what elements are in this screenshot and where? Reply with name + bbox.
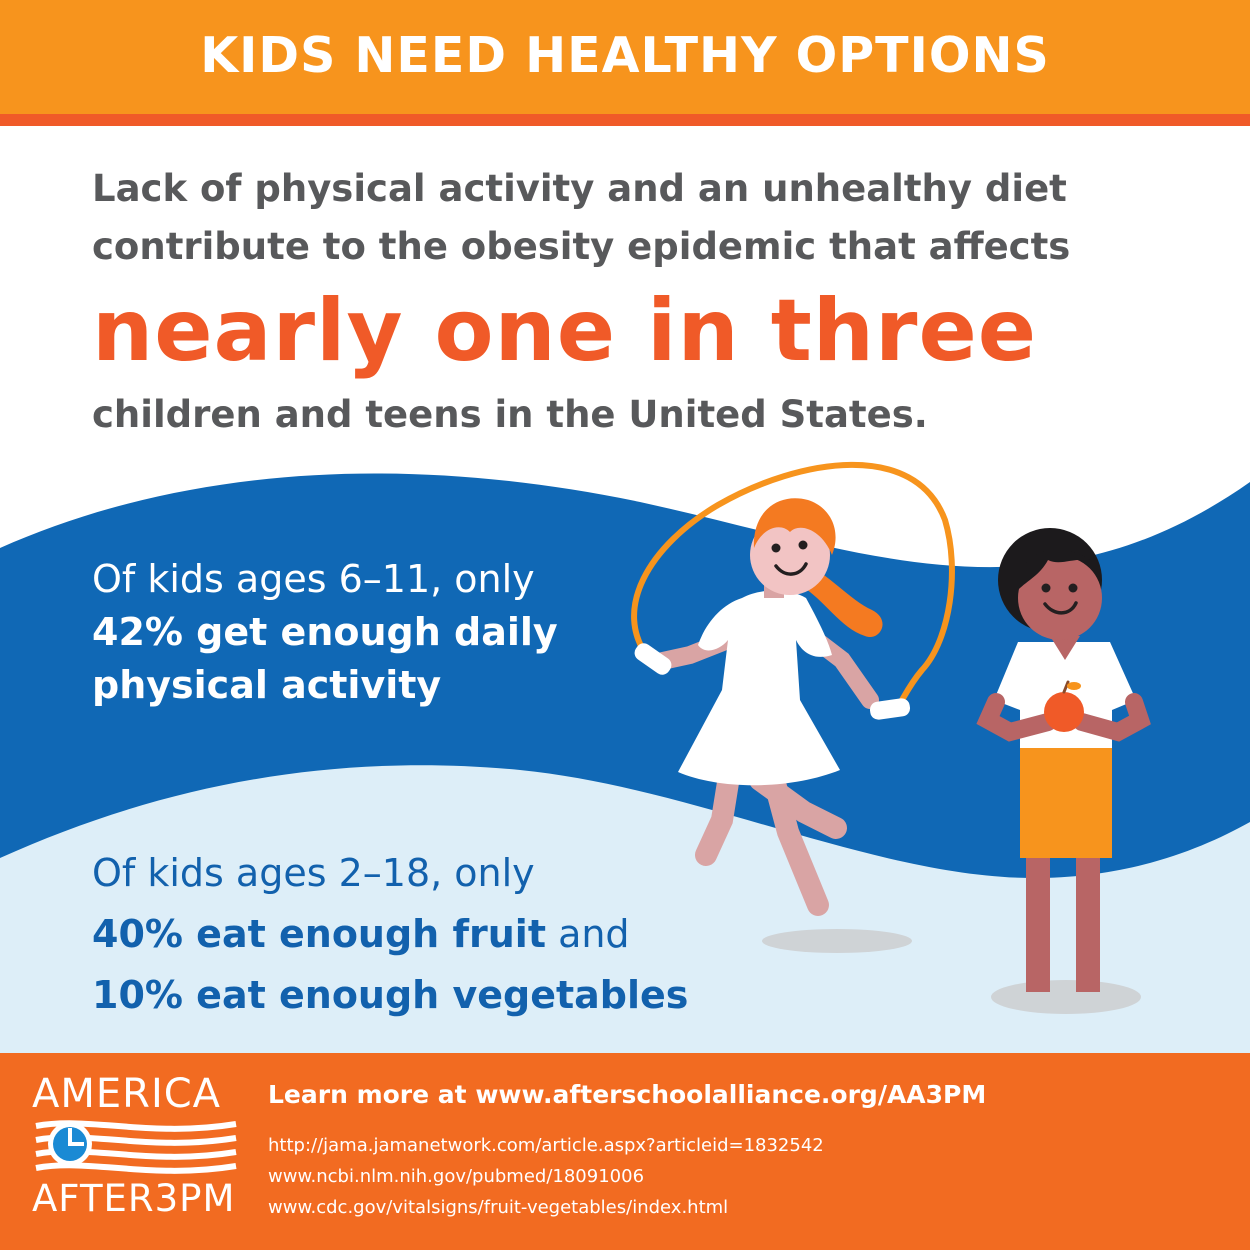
- intro-line-2: contribute to the obesity epidemic that …: [92, 225, 1071, 268]
- intro-line-3: children and teens in the United States.: [92, 393, 928, 436]
- source-list: http://jama.jamanetwork.com/article.aspx…: [268, 1130, 824, 1223]
- source-link[interactable]: http://jama.jamanetwork.com/article.aspx…: [268, 1135, 824, 1156]
- stat-diet-line-3: 10% eat enough vegetables: [92, 973, 689, 1017]
- america-after-3pm-logo: AMERICA AFTER3PM: [30, 1066, 245, 1236]
- boy-head: [1018, 556, 1102, 640]
- boy-illustration: [976, 528, 1151, 992]
- stat-activity-line-2: 42% get enough daily: [92, 610, 558, 654]
- stat-activity-line-1: Of kids ages 6–11, only: [92, 557, 535, 601]
- girl-head: [750, 515, 830, 595]
- source-link[interactable]: www.ncbi.nlm.nih.gov/pubmed/18091006: [268, 1166, 645, 1187]
- apple: [1044, 692, 1084, 732]
- stat-diet-line-1: Of kids ages 2–18, only: [92, 851, 535, 895]
- girl-shadow: [762, 929, 912, 953]
- flag-clock-icon: [35, 1120, 237, 1174]
- header-title: KIDS NEED HEALTHY OPTIONS: [200, 26, 1050, 84]
- header-divider: [0, 114, 1250, 126]
- boy-shorts: [1020, 742, 1112, 858]
- stat-diet-line-2: 40% eat enough fruit and: [92, 904, 772, 965]
- stat-diet: Of kids ages 2–18, only 40% eat enough f…: [92, 843, 772, 1026]
- stat-physical-activity: Of kids ages 6–11, only 42% get enough d…: [92, 553, 652, 712]
- source-link[interactable]: www.cdc.gov/vitalsigns/fruit-vegetables/…: [268, 1197, 729, 1218]
- boy-shadow: [991, 980, 1141, 1014]
- footer-bar: [0, 1053, 1250, 1250]
- light-blue-wave: [0, 765, 1250, 1053]
- logo-text-top: AMERICA: [32, 1071, 222, 1117]
- learn-more-link[interactable]: Learn more at www.afterschoolalliance.or…: [268, 1080, 987, 1109]
- girl-illustration: [631, 461, 955, 916]
- girl-dress: [678, 590, 840, 786]
- intro-highlight: nearly one in three: [92, 281, 1038, 381]
- jump-rope: [631, 461, 955, 715]
- intro-line-1: Lack of physical activity and an unhealt…: [92, 167, 1067, 210]
- stat-diet-and: and: [545, 912, 630, 956]
- intro-text: Lack of physical activity and an unhealt…: [92, 160, 1232, 444]
- header-bar: KIDS NEED HEALTHY OPTIONS: [0, 0, 1250, 114]
- logo-text-bottom: AFTER3PM: [32, 1177, 236, 1220]
- stat-activity-line-3: physical activity: [92, 663, 442, 707]
- stat-diet-fruit: 40% eat enough fruit: [92, 912, 546, 956]
